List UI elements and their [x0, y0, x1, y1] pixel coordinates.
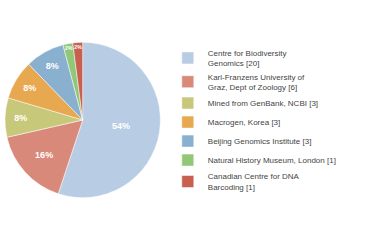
- svg-text:Macrogen, Korea [3]: Macrogen, Korea [3]: [208, 118, 280, 127]
- svg-text:Natural History Museum, London: Natural History Museum, London [1]: [208, 156, 336, 165]
- svg-text:8%: 8%: [46, 61, 59, 71]
- svg-text:8%: 8%: [23, 83, 36, 93]
- svg-text:Canadian Centre for DNABarcodi: Canadian Centre for DNABarcoding [1]: [208, 172, 300, 191]
- svg-text:Mined from GenBank, NCBI [3]: Mined from GenBank, NCBI [3]: [208, 99, 318, 108]
- svg-text:2%: 2%: [74, 44, 82, 50]
- svg-text:2%: 2%: [65, 45, 73, 51]
- svg-text:54%: 54%: [112, 121, 130, 131]
- svg-text:8%: 8%: [14, 113, 27, 123]
- svg-text:Beijing Genomics Institute [3]: Beijing Genomics Institute [3]: [208, 137, 312, 146]
- svg-text:Centre for BiodiversityGenomic: Centre for BiodiversityGenomics [20]: [208, 49, 287, 68]
- svg-text:16%: 16%: [35, 150, 53, 160]
- svg-text:Karl-Franzens University ofGra: Karl-Franzens University ofGraz, Dept of…: [208, 73, 305, 92]
